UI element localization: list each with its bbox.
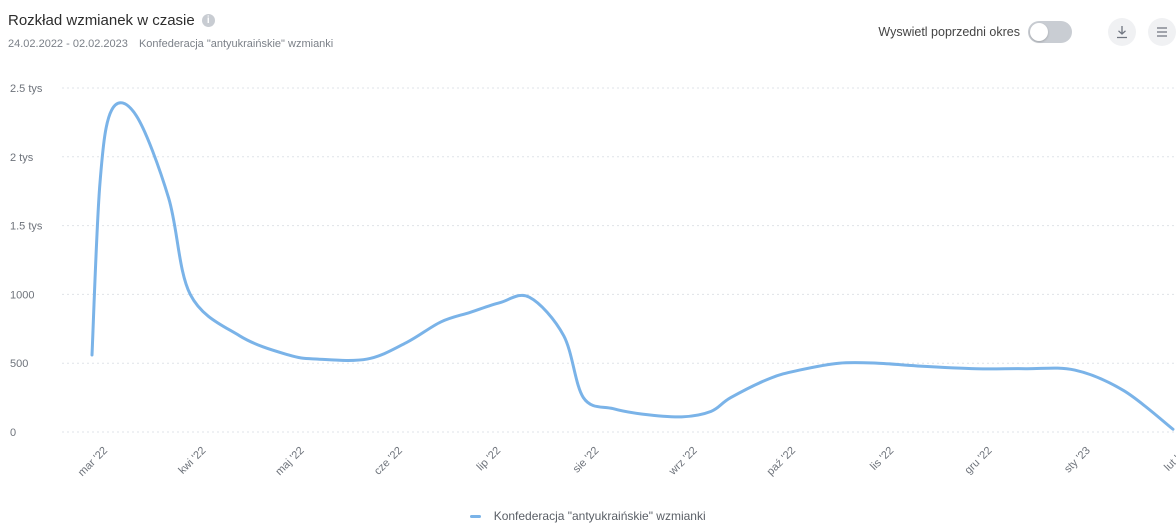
x-tick-label: wrz '22 (666, 445, 700, 479)
y-tick-label: 2.5 tys (10, 83, 43, 95)
previous-period-label: Wyswietl poprzedni okres (878, 25, 1020, 39)
chart-header: Rozkład wzmianek w czasie i 24.02.2022 -… (8, 12, 341, 50)
x-tick-label: paź '22 (765, 445, 798, 478)
x-tick-label: sie '22 (571, 445, 602, 476)
x-tick-label: cze '22 (372, 445, 405, 478)
y-tick-label: 1.5 tys (10, 221, 43, 233)
x-tick-label: gru '22 (963, 445, 995, 477)
x-tick-label: lip '22 (475, 445, 504, 474)
x-tick-label: maj '22 (273, 445, 306, 478)
download-button[interactable] (1108, 18, 1136, 46)
y-tick-label: 500 (10, 358, 28, 370)
legend-label[interactable]: Konfederacja "antyukraińskie" wzmianki (493, 509, 706, 523)
x-tick-label: kwi '22 (176, 445, 208, 477)
x-tick-label: lut '23 (1162, 445, 1176, 474)
x-tick-label: mar '22 (76, 445, 110, 479)
toggle-knob (1030, 23, 1048, 41)
download-icon (1117, 26, 1127, 39)
y-tick-label: 0 (10, 427, 16, 439)
chart-title: Rozkład wzmianek w czasie (8, 12, 195, 29)
chart-subtitle: 24.02.2022 - 02.02.2023 Konfederacja "an… (8, 38, 341, 50)
chart-legend: Konfederacja "antyukraińskie" wzmianki (0, 509, 1176, 523)
chart-title-row: Rozkład wzmianek w czasie i (8, 12, 341, 29)
x-tick-label: lis '22 (868, 445, 896, 473)
query-label: Konfederacja "antyukraińskie" wzmianki (138, 38, 334, 50)
chart-controls: Wyswietl poprzedni okres (878, 18, 1176, 46)
y-tick-label: 2 tys (10, 152, 34, 164)
series-line (90, 101, 1175, 431)
info-icon[interactable]: i (201, 14, 215, 27)
previous-period-toggle[interactable] (1028, 21, 1072, 43)
y-tick-label: 1000 (10, 289, 34, 301)
x-tick-label: sty '23 (1062, 445, 1093, 476)
date-range: 24.02.2022 - 02.02.2023 (8, 38, 128, 50)
menu-icon (1157, 27, 1167, 37)
legend-swatch (470, 515, 482, 519)
menu-button[interactable] (1148, 18, 1176, 46)
